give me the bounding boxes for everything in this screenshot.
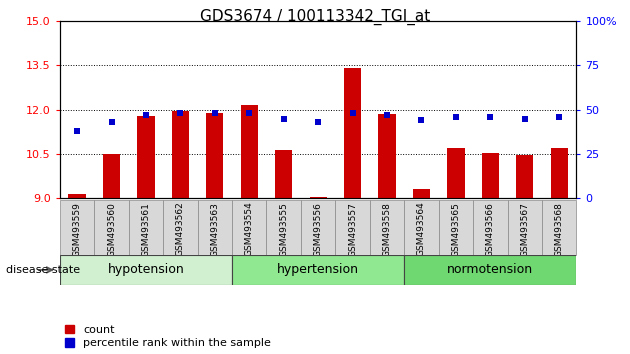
Legend: count, percentile rank within the sample: count, percentile rank within the sample	[66, 325, 271, 348]
Bar	[60, 255, 232, 285]
Point	[244, 110, 255, 116]
Text: GSM493566: GSM493566	[486, 202, 495, 257]
Bar	[482, 153, 499, 198]
Bar	[516, 155, 534, 198]
Text: GSM493560: GSM493560	[107, 202, 116, 257]
Point	[554, 114, 564, 120]
Bar	[447, 148, 464, 198]
Text: normotension: normotension	[447, 263, 534, 276]
Bar	[379, 114, 396, 198]
Point	[348, 110, 358, 116]
Bar	[473, 200, 508, 255]
Bar	[551, 148, 568, 198]
Point	[485, 114, 495, 120]
Point	[451, 114, 461, 120]
Bar	[172, 111, 189, 198]
Point	[175, 110, 185, 116]
Text: GSM493554: GSM493554	[245, 202, 254, 256]
Point	[141, 112, 151, 118]
Bar	[232, 255, 404, 285]
Bar	[370, 200, 404, 255]
Point	[416, 118, 427, 123]
Text: GSM493562: GSM493562	[176, 202, 185, 256]
Text: GSM493567: GSM493567	[520, 202, 529, 257]
Point	[210, 110, 220, 116]
Point	[72, 128, 82, 134]
Bar	[438, 200, 473, 255]
Text: GSM493564: GSM493564	[417, 202, 426, 256]
Bar	[103, 154, 120, 198]
Bar	[232, 200, 266, 255]
Point	[313, 119, 323, 125]
Bar	[198, 200, 232, 255]
Bar	[266, 200, 301, 255]
Point	[106, 119, 117, 125]
Text: GSM493563: GSM493563	[210, 202, 219, 257]
Bar	[137, 116, 154, 198]
Text: GSM493559: GSM493559	[72, 202, 81, 257]
Bar	[413, 189, 430, 198]
Point	[520, 116, 530, 121]
Point	[382, 112, 392, 118]
Bar	[508, 200, 542, 255]
Bar	[275, 149, 292, 198]
Text: GSM493557: GSM493557	[348, 202, 357, 257]
Text: hypertension: hypertension	[277, 263, 359, 276]
Bar	[404, 200, 438, 255]
Bar	[163, 200, 198, 255]
Text: GSM493568: GSM493568	[555, 202, 564, 257]
Text: disease state: disease state	[6, 265, 81, 275]
Point	[278, 116, 289, 121]
Text: hypotension: hypotension	[108, 263, 185, 276]
Bar	[404, 255, 576, 285]
Text: GSM493565: GSM493565	[452, 202, 461, 257]
Text: GSM493555: GSM493555	[279, 202, 288, 257]
Text: GSM493558: GSM493558	[382, 202, 391, 257]
Bar	[335, 200, 370, 255]
Text: GDS3674 / 100113342_TGI_at: GDS3674 / 100113342_TGI_at	[200, 9, 430, 25]
Bar	[301, 200, 335, 255]
Bar	[344, 68, 361, 198]
Bar	[241, 105, 258, 198]
Bar	[94, 200, 129, 255]
Bar	[69, 194, 86, 198]
Bar	[542, 200, 576, 255]
Bar	[206, 113, 224, 198]
Text: GSM493561: GSM493561	[142, 202, 151, 257]
Bar	[60, 200, 94, 255]
Bar	[309, 197, 327, 198]
Text: GSM493556: GSM493556	[314, 202, 323, 257]
Bar	[129, 200, 163, 255]
